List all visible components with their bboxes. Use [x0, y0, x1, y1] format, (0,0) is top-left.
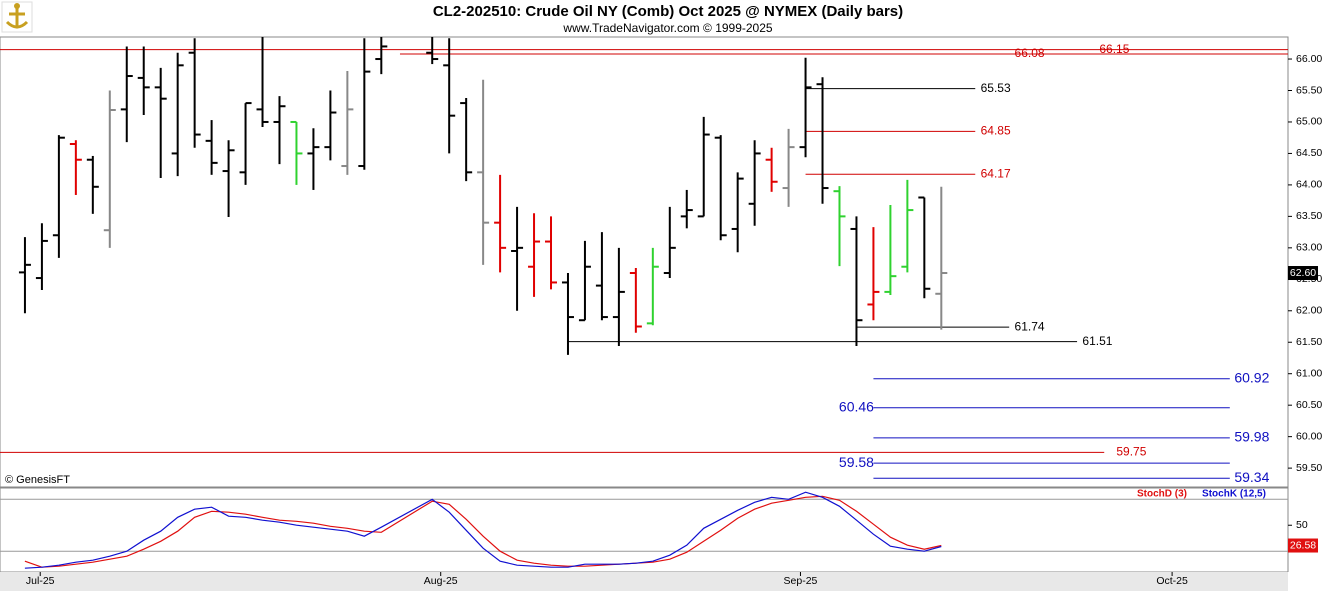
- y-tick-label: 63.00: [1296, 242, 1322, 254]
- y-tick-label: 63.50: [1296, 210, 1322, 222]
- legend-entry: StochK (12,5): [1202, 489, 1266, 500]
- level-label: 60.46: [839, 398, 874, 414]
- stoch-line: [24, 491, 942, 569]
- y-tick-label: 61.50: [1296, 336, 1322, 348]
- level-label: 61.74: [1015, 319, 1045, 333]
- y-tick-label: 65.00: [1296, 116, 1322, 128]
- y-tick-label: 64.00: [1296, 179, 1322, 191]
- stoch-tag: 26.58: [1290, 539, 1316, 551]
- y-tick-label: 64.50: [1296, 147, 1322, 159]
- level-label: 59.58: [839, 454, 874, 470]
- price-tag: 62.60: [1290, 267, 1316, 279]
- chart-title: CL2-202510: Crude Oil NY (Comb) Oct 2025…: [433, 3, 903, 20]
- level-label: 61.51: [1082, 334, 1112, 348]
- level-label: 59.98: [1234, 429, 1269, 445]
- level-label: 60.92: [1234, 369, 1269, 385]
- y-tick-label: 50: [1296, 519, 1308, 531]
- x-tick-label: Oct-25: [1156, 575, 1188, 587]
- legend-entry: StochD (3): [1137, 489, 1187, 500]
- y-tick-label: 59.50: [1296, 462, 1322, 474]
- x-tick-label: Jul-25: [26, 575, 55, 587]
- price-tag-box: [1288, 266, 1318, 281]
- level-label: 64.17: [981, 166, 1011, 180]
- y-tick-label: 60.50: [1296, 399, 1322, 411]
- stoch-line: [24, 495, 942, 568]
- level-label: 66.08: [1015, 46, 1045, 60]
- level-label: 66.15: [1099, 42, 1129, 56]
- logo: [1, 1, 33, 33]
- y-tick-label: 60.00: [1296, 430, 1322, 442]
- stoch-tag-box: [1288, 538, 1318, 553]
- x-tick-label: Aug-25: [424, 575, 458, 587]
- price-panel: [0, 36, 1289, 488]
- corner: [1288, 572, 1336, 591]
- level-label: 64.85: [981, 124, 1011, 138]
- y-tick-label: 61.00: [1296, 367, 1322, 379]
- y-tick-label: 62.00: [1296, 305, 1322, 317]
- y-tick-label: 66.00: [1296, 53, 1322, 65]
- level-label: 59.75: [1116, 445, 1146, 459]
- x-axis-band: [0, 572, 1336, 591]
- chart-subtitle: www.TradeNavigator.com © 1999-2025: [562, 21, 772, 35]
- x-tick-label: Sep-25: [784, 575, 818, 587]
- source: © GenesisFT: [5, 474, 70, 486]
- level-label: 59.34: [1234, 469, 1269, 485]
- y-tick-label: 65.50: [1296, 84, 1322, 96]
- level-label: 65.53: [981, 81, 1011, 95]
